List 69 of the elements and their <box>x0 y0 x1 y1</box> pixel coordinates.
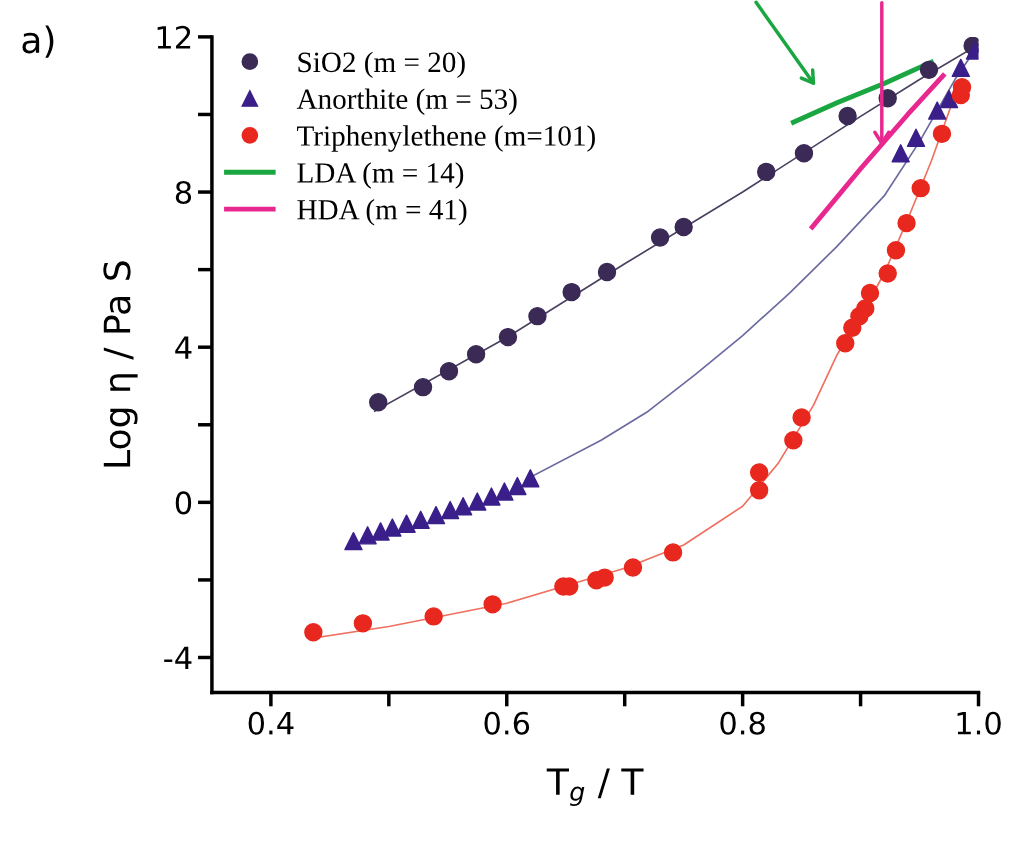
point <box>397 514 416 533</box>
point <box>878 264 897 283</box>
point <box>597 262 617 282</box>
legend-label: Triphenylethene (m=101) <box>297 125 595 152</box>
x-tick-label: 1.0 <box>957 711 1001 735</box>
point <box>911 178 930 198</box>
point <box>371 522 390 541</box>
y-tick-label: 8 <box>175 180 192 205</box>
point <box>838 106 857 126</box>
point <box>562 282 581 302</box>
point <box>932 124 952 144</box>
point <box>426 505 446 525</box>
point <box>650 228 670 247</box>
point <box>466 344 486 364</box>
point <box>383 518 402 537</box>
y-axis-title: Log η / Pa S <box>103 261 138 467</box>
point <box>663 543 683 562</box>
point <box>856 299 875 318</box>
point <box>951 58 971 78</box>
point <box>595 568 614 587</box>
point <box>304 623 323 642</box>
point <box>440 500 460 520</box>
point <box>353 614 373 633</box>
y-tick-label: 0 <box>175 491 192 515</box>
point <box>906 128 926 147</box>
point <box>794 144 814 163</box>
legend-label: LDA (m = 14) <box>297 162 464 189</box>
x-tick-label: 0.8 <box>720 711 765 735</box>
point <box>757 162 776 182</box>
point <box>928 101 947 120</box>
point <box>344 531 363 551</box>
text: a) <box>22 25 54 58</box>
point <box>508 476 527 496</box>
point <box>482 487 501 506</box>
legend-label: SiO2 (m = 20) <box>298 51 465 79</box>
point <box>369 393 388 412</box>
point <box>919 60 939 80</box>
x-axis-title: T$_{g}$ / T <box>546 768 644 807</box>
point <box>749 463 769 482</box>
point <box>860 283 880 303</box>
point <box>358 526 377 545</box>
legend-label: Anorthite (m = 53) <box>296 88 517 115</box>
point <box>674 217 693 237</box>
x-tick-label: 0.6 <box>484 711 530 735</box>
point <box>411 510 430 530</box>
point <box>521 469 540 488</box>
point <box>886 241 906 260</box>
y-tick-label: 12 <box>157 25 191 49</box>
point <box>413 377 433 397</box>
point <box>495 482 514 501</box>
point <box>468 492 487 511</box>
point <box>749 481 769 500</box>
point <box>498 327 518 347</box>
point <box>836 334 855 353</box>
point <box>528 306 547 326</box>
x-tick-label: 0.4 <box>248 711 294 735</box>
point <box>891 144 910 163</box>
point <box>939 89 959 109</box>
point <box>439 362 459 381</box>
point <box>453 497 473 516</box>
point <box>483 595 502 614</box>
legend-label: HDA (m = 41) <box>297 199 467 226</box>
point <box>897 213 916 233</box>
point <box>792 408 811 427</box>
point <box>623 558 643 577</box>
point <box>424 607 443 626</box>
y-tick-label: 4 <box>175 336 192 359</box>
y-tick-label: -4 <box>164 646 192 670</box>
point <box>784 431 803 450</box>
